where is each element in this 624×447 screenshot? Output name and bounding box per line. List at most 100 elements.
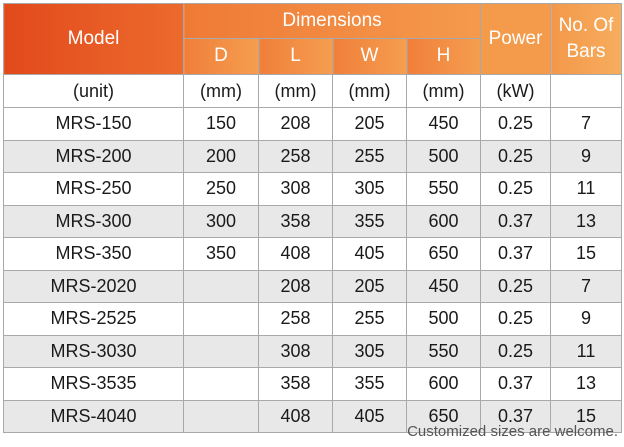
unit-cell: (mm) bbox=[332, 74, 407, 108]
table-row: MRS-300 300 358 355 600 0.37 13 bbox=[3, 204, 623, 238]
table-cell: MRS-150 bbox=[3, 107, 184, 141]
table-cell: MRS-200 bbox=[3, 139, 184, 173]
table-cell: 500 bbox=[405, 139, 482, 173]
table-cell: 9 bbox=[550, 302, 623, 336]
table-cell: 150 bbox=[183, 107, 259, 141]
table-cell: 300 bbox=[183, 204, 259, 238]
table-cell: 650 bbox=[405, 399, 482, 433]
table-cell: 205 bbox=[332, 107, 407, 141]
table-cell: 13 bbox=[550, 204, 623, 238]
table-cell: 255 bbox=[332, 139, 407, 173]
table-cell: 450 bbox=[405, 269, 482, 303]
table-cell: 258 bbox=[258, 302, 333, 336]
header-model: Model bbox=[3, 3, 184, 75]
header-h: H bbox=[405, 37, 482, 76]
footer-note: Customized sizes are welcome. bbox=[407, 423, 618, 440]
table-row: MRS-250 250 308 305 550 0.25 11 bbox=[3, 172, 623, 206]
table-cell: MRS-350 bbox=[3, 237, 184, 271]
table-cell: 0.25 bbox=[480, 302, 552, 336]
table-cell: 450 bbox=[405, 107, 482, 141]
table-row: MRS-3030 308 305 550 0.25 11 bbox=[3, 334, 623, 368]
units-row: (unit) (mm) (mm) (mm) (mm) (kW) bbox=[3, 74, 623, 108]
spec-table-body: (unit) (mm) (mm) (mm) (mm) (kW) MRS-150 1… bbox=[3, 74, 623, 433]
table-cell: 405 bbox=[332, 237, 407, 271]
table-cell: 250 bbox=[183, 172, 259, 206]
table-cell: 0.25 bbox=[480, 269, 552, 303]
table-cell: MRS-2525 bbox=[3, 302, 184, 336]
header-power: Power bbox=[480, 3, 552, 75]
table-cell: 405 bbox=[332, 399, 407, 433]
table-cell: 308 bbox=[258, 334, 333, 368]
table-row: MRS-350 350 408 405 650 0.37 15 bbox=[3, 237, 623, 271]
table-cell: 350 bbox=[183, 237, 259, 271]
table-cell: 408 bbox=[258, 237, 333, 271]
table-cell: 0.25 bbox=[480, 139, 552, 173]
unit-cell: (unit) bbox=[3, 74, 184, 108]
table-cell bbox=[183, 269, 259, 303]
table-cell: 255 bbox=[332, 302, 407, 336]
header-d: D bbox=[183, 37, 259, 76]
table-cell: 355 bbox=[332, 204, 407, 238]
header-dimensions: Dimensions bbox=[182, 3, 482, 39]
table-row: MRS-150 150 208 205 450 0.25 7 bbox=[3, 107, 623, 141]
table-cell: 208 bbox=[258, 269, 333, 303]
table-cell: 11 bbox=[550, 172, 623, 206]
table-cell: 308 bbox=[258, 172, 333, 206]
table-cell: 11 bbox=[550, 334, 623, 368]
spec-table: Model Dimensions Power No. Of Bars D L W… bbox=[3, 3, 623, 433]
table-cell bbox=[183, 399, 259, 433]
table-cell: 550 bbox=[405, 172, 482, 206]
table-cell: 208 bbox=[258, 107, 333, 141]
table-cell: 7 bbox=[550, 107, 623, 141]
table-cell bbox=[183, 302, 259, 336]
unit-cell: (mm) bbox=[183, 74, 259, 108]
table-cell: 258 bbox=[258, 139, 333, 173]
table-cell: 408 bbox=[258, 399, 333, 433]
table-cell bbox=[183, 367, 259, 401]
table-cell: 550 bbox=[405, 334, 482, 368]
unit-cell: (kW) bbox=[480, 74, 552, 108]
table-cell: 305 bbox=[332, 172, 407, 206]
table-cell: 0.37 bbox=[480, 367, 552, 401]
table-cell: MRS-4040 bbox=[3, 399, 184, 433]
header-number-of-bars: No. Of Bars bbox=[550, 3, 623, 75]
table-cell: 500 bbox=[405, 302, 482, 336]
table-cell: 0.25 bbox=[480, 107, 552, 141]
table-row: MRS-4040 408 405 650 0.37 15 bbox=[3, 399, 623, 433]
table-cell: 0.37 bbox=[480, 204, 552, 238]
table-cell: 0.25 bbox=[480, 172, 552, 206]
table-cell: 355 bbox=[332, 367, 407, 401]
table-cell: 600 bbox=[405, 367, 482, 401]
unit-cell: (mm) bbox=[405, 74, 482, 108]
header-bars-line2: Bars bbox=[566, 41, 606, 62]
table-cell: 0.37 bbox=[480, 237, 552, 271]
header-w: W bbox=[332, 37, 407, 76]
table-cell: 305 bbox=[332, 334, 407, 368]
table-cell: 600 bbox=[405, 204, 482, 238]
table-row: MRS-2525 258 255 500 0.25 9 bbox=[3, 302, 623, 336]
table-cell: 650 bbox=[405, 237, 482, 271]
table-cell: 9 bbox=[550, 139, 623, 173]
header-l: L bbox=[258, 37, 333, 76]
table-cell: 358 bbox=[258, 367, 333, 401]
unit-cell bbox=[550, 74, 623, 108]
table-cell: 15 bbox=[550, 399, 623, 433]
table-cell: MRS-300 bbox=[3, 204, 184, 238]
table-cell: 13 bbox=[550, 367, 623, 401]
table-row: MRS-2020 208 205 450 0.25 7 bbox=[3, 269, 623, 303]
table-cell: 358 bbox=[258, 204, 333, 238]
table-cell: MRS-250 bbox=[3, 172, 184, 206]
table-cell: MRS-3535 bbox=[3, 367, 184, 401]
table-cell: MRS-2020 bbox=[3, 269, 184, 303]
spec-table-container: Model Dimensions Power No. Of Bars D L W… bbox=[3, 3, 623, 433]
table-cell: 200 bbox=[183, 139, 259, 173]
header-bars-line1: No. Of bbox=[558, 15, 614, 37]
unit-cell: (mm) bbox=[258, 74, 333, 108]
table-cell: 15 bbox=[550, 237, 623, 271]
table-cell: 205 bbox=[332, 269, 407, 303]
table-cell bbox=[183, 334, 259, 368]
table-cell: MRS-3030 bbox=[3, 334, 184, 368]
table-row: MRS-3535 358 355 600 0.37 13 bbox=[3, 367, 623, 401]
table-row: MRS-200 200 258 255 500 0.25 9 bbox=[3, 139, 623, 173]
table-cell: 7 bbox=[550, 269, 623, 303]
